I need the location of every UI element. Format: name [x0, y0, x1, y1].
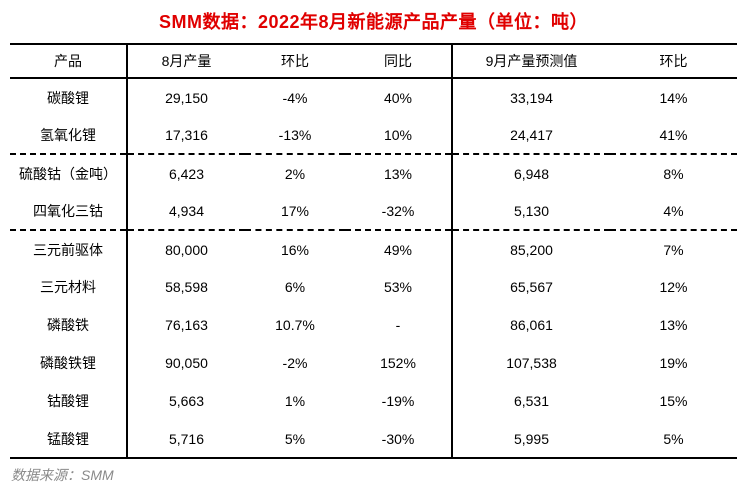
table-row: 钴酸锂 5,663 1% -19% 6,531 15%	[10, 382, 737, 420]
cell-product: 磷酸铁锂	[10, 344, 128, 382]
table-row: 硫酸钴（金吨） 6,423 2% 13% 6,948 8%	[10, 154, 737, 192]
table-row: 锰酸锂 5,716 5% -30% 5,995 5%	[10, 420, 737, 458]
cell-value: -30%	[345, 420, 453, 458]
cell-value: 6%	[284, 279, 306, 295]
cell-value: 19%	[659, 355, 688, 371]
cell-value: 17,316	[127, 116, 245, 155]
cell-value: 90,050	[165, 355, 208, 371]
cell-value: 152%	[345, 344, 453, 382]
cell-value: 107,538	[506, 355, 557, 371]
cell-product: 三元材料	[10, 268, 128, 306]
cell-value: -2%	[282, 355, 308, 371]
cell-value: 5%	[284, 430, 306, 447]
column-header-sep-mom: 环比	[610, 44, 737, 79]
cell-product: 碳酸锂	[10, 78, 128, 116]
cell-value: 4,934	[127, 192, 245, 231]
header-row: 产品 8月产量 环比 同比 9月产量预测值 环比	[10, 44, 737, 79]
cell-value: 4%	[610, 192, 737, 231]
cell-value: 6,423	[168, 165, 205, 182]
cell-value: 85,200	[510, 241, 553, 258]
cell-value: -	[345, 306, 453, 344]
table-row: 磷酸铁 76,163 10.7% - 86,061 13%	[10, 306, 737, 344]
data-source-note: 数据来源：SMM	[11, 467, 114, 483]
cell-value: 6,531	[513, 393, 550, 409]
cell-value: -32%	[345, 192, 453, 231]
cell-value: 2%	[284, 165, 306, 182]
cell-value: 12%	[659, 279, 688, 295]
report-page: SMM数据：2022年8月新能源产品产量（单位：吨） 产品 8月产量 环比 同比…	[0, 11, 747, 493]
cell-value: 41%	[610, 116, 737, 155]
cell-value: 15%	[659, 393, 688, 409]
cell-value: 13%	[659, 317, 688, 333]
cell-value: 17%	[245, 192, 345, 231]
cell-value: 7%	[663, 241, 684, 258]
cell-value: 14%	[659, 89, 688, 106]
table-row: 碳酸锂 29,150 -4% 40% 33,194 14%	[10, 78, 737, 116]
cell-value: 5,130	[452, 192, 610, 231]
cell-product: 氢氧化锂	[10, 116, 128, 155]
cell-value: 29,150	[165, 89, 208, 106]
cell-product: 硫酸钴（金吨）	[10, 154, 128, 192]
cell-value: 5%	[663, 430, 684, 447]
cell-value: 58,598	[165, 279, 208, 295]
cell-value: 76,163	[165, 317, 208, 333]
column-header-sep-forecast: 9月产量预测值	[452, 44, 610, 79]
cell-value: 24,417	[452, 116, 610, 155]
cell-value: 33,194	[510, 89, 553, 106]
production-table: 产品 8月产量 环比 同比 9月产量预测值 环比 碳酸锂 29,150 -4% …	[10, 43, 737, 459]
cell-value: -4%	[282, 89, 308, 106]
cell-value: 5,995	[513, 430, 550, 447]
cell-value: 5,716	[168, 430, 205, 447]
cell-product: 四氧化三钴	[10, 192, 128, 231]
page-title: SMM数据：2022年8月新能源产品产量（单位：吨）	[158, 12, 589, 32]
cell-product: 三元前驱体	[10, 230, 128, 268]
cell-value: 1%	[284, 393, 306, 409]
table-row: 四氧化三钴 4,934 17% -32% 5,130 4%	[10, 192, 737, 231]
cell-value: 40%	[345, 78, 453, 116]
cell-product: 锰酸锂	[10, 420, 128, 458]
column-header-mom: 环比	[245, 44, 345, 79]
cell-value: 16%	[280, 241, 310, 258]
cell-value: 53%	[345, 268, 453, 306]
column-header-yoy: 同比	[345, 44, 453, 79]
cell-value: 6,948	[513, 165, 550, 182]
column-header-product: 产品	[10, 44, 128, 79]
cell-value: 10.7%	[275, 317, 315, 333]
cell-value: 86,061	[510, 317, 553, 333]
column-header-aug-output: 8月产量	[127, 44, 245, 79]
cell-value: -19%	[345, 382, 453, 420]
table-row: 三元材料 58,598 6% 53% 65,567 12%	[10, 268, 737, 306]
table-row: 氢氧化锂 17,316 -13% 10% 24,417 41%	[10, 116, 737, 155]
cell-product: 钴酸锂	[10, 382, 128, 420]
table-row: 磷酸铁锂 90,050 -2% 152% 107,538 19%	[10, 344, 737, 382]
cell-value: 10%	[345, 116, 453, 155]
cell-value: 5,663	[168, 393, 205, 409]
cell-value: 13%	[345, 154, 453, 192]
cell-value: -13%	[245, 116, 345, 155]
cell-value: 8%	[663, 165, 684, 182]
cell-value: 80,000	[165, 241, 208, 258]
cell-value: 49%	[345, 230, 453, 268]
cell-product: 磷酸铁	[10, 306, 128, 344]
cell-value: 65,567	[510, 279, 553, 295]
table-row: 三元前驱体 80,000 16% 49% 85,200 7%	[10, 230, 737, 268]
